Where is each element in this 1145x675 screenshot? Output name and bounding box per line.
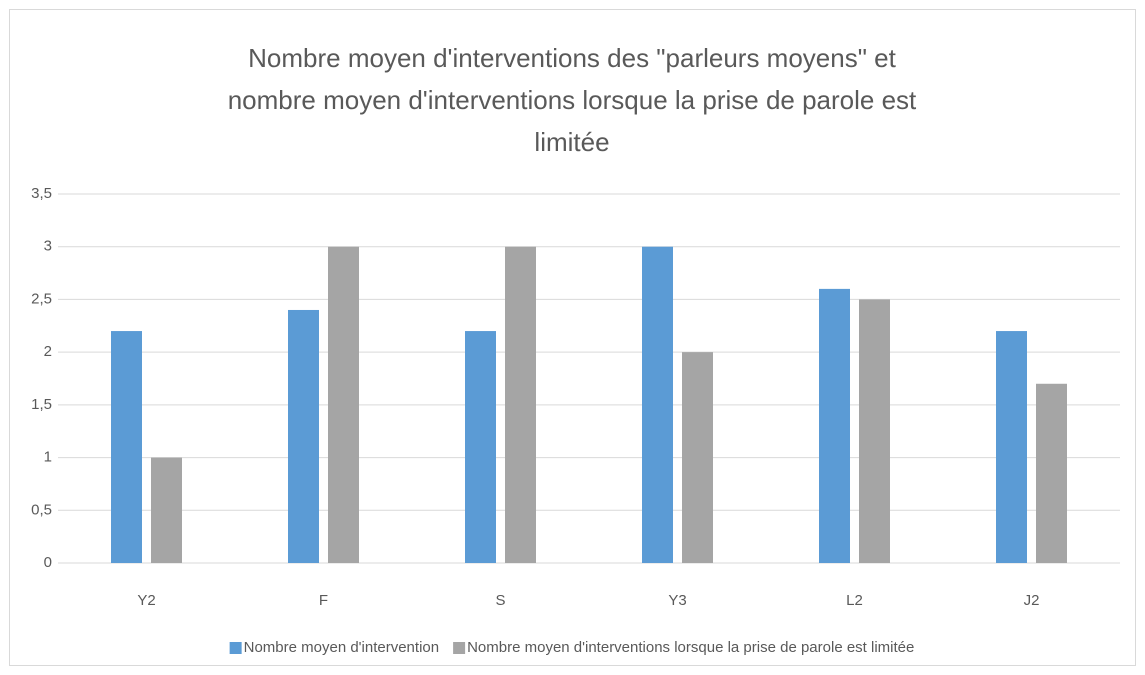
bar	[288, 309, 319, 563]
bar	[859, 299, 890, 563]
legend-label: Nombre moyen d'intervention	[244, 639, 439, 656]
bar	[1036, 383, 1067, 563]
y-tick-label: 1	[44, 449, 52, 466]
bar	[465, 331, 496, 563]
bar	[328, 246, 359, 563]
chart-title: nombre moyen d'interventions lorsque la …	[228, 85, 917, 115]
bar	[819, 288, 850, 563]
x-tick-label: Y3	[668, 592, 686, 609]
bar	[111, 331, 142, 563]
x-tick-label: Y2	[137, 592, 155, 609]
y-tick-label: 2,5	[31, 290, 52, 307]
y-tick-label: 3	[44, 238, 52, 255]
bar	[682, 352, 713, 563]
y-tick-label: 2	[44, 343, 52, 360]
y-tick-label: 0,5	[31, 501, 52, 518]
chart-title: Nombre moyen d'interventions des "parleu…	[248, 43, 897, 73]
y-tick-label: 1,5	[31, 396, 52, 413]
legend-label: Nombre moyen d'interventions lorsque la …	[467, 639, 914, 656]
chart-title: limitée	[534, 127, 609, 157]
bar	[505, 246, 536, 563]
bar	[151, 457, 182, 563]
x-tick-label: F	[319, 592, 328, 609]
legend-swatch	[229, 642, 242, 654]
y-tick-label: 3,5	[31, 185, 52, 202]
y-tick-label: 0	[44, 554, 52, 571]
chart-border	[9, 9, 1136, 666]
bar	[996, 331, 1027, 563]
x-tick-label: J2	[1024, 592, 1040, 609]
x-tick-label: L2	[846, 592, 863, 609]
x-tick-label: S	[495, 592, 505, 609]
bar	[642, 246, 673, 563]
legend-swatch	[453, 642, 466, 654]
